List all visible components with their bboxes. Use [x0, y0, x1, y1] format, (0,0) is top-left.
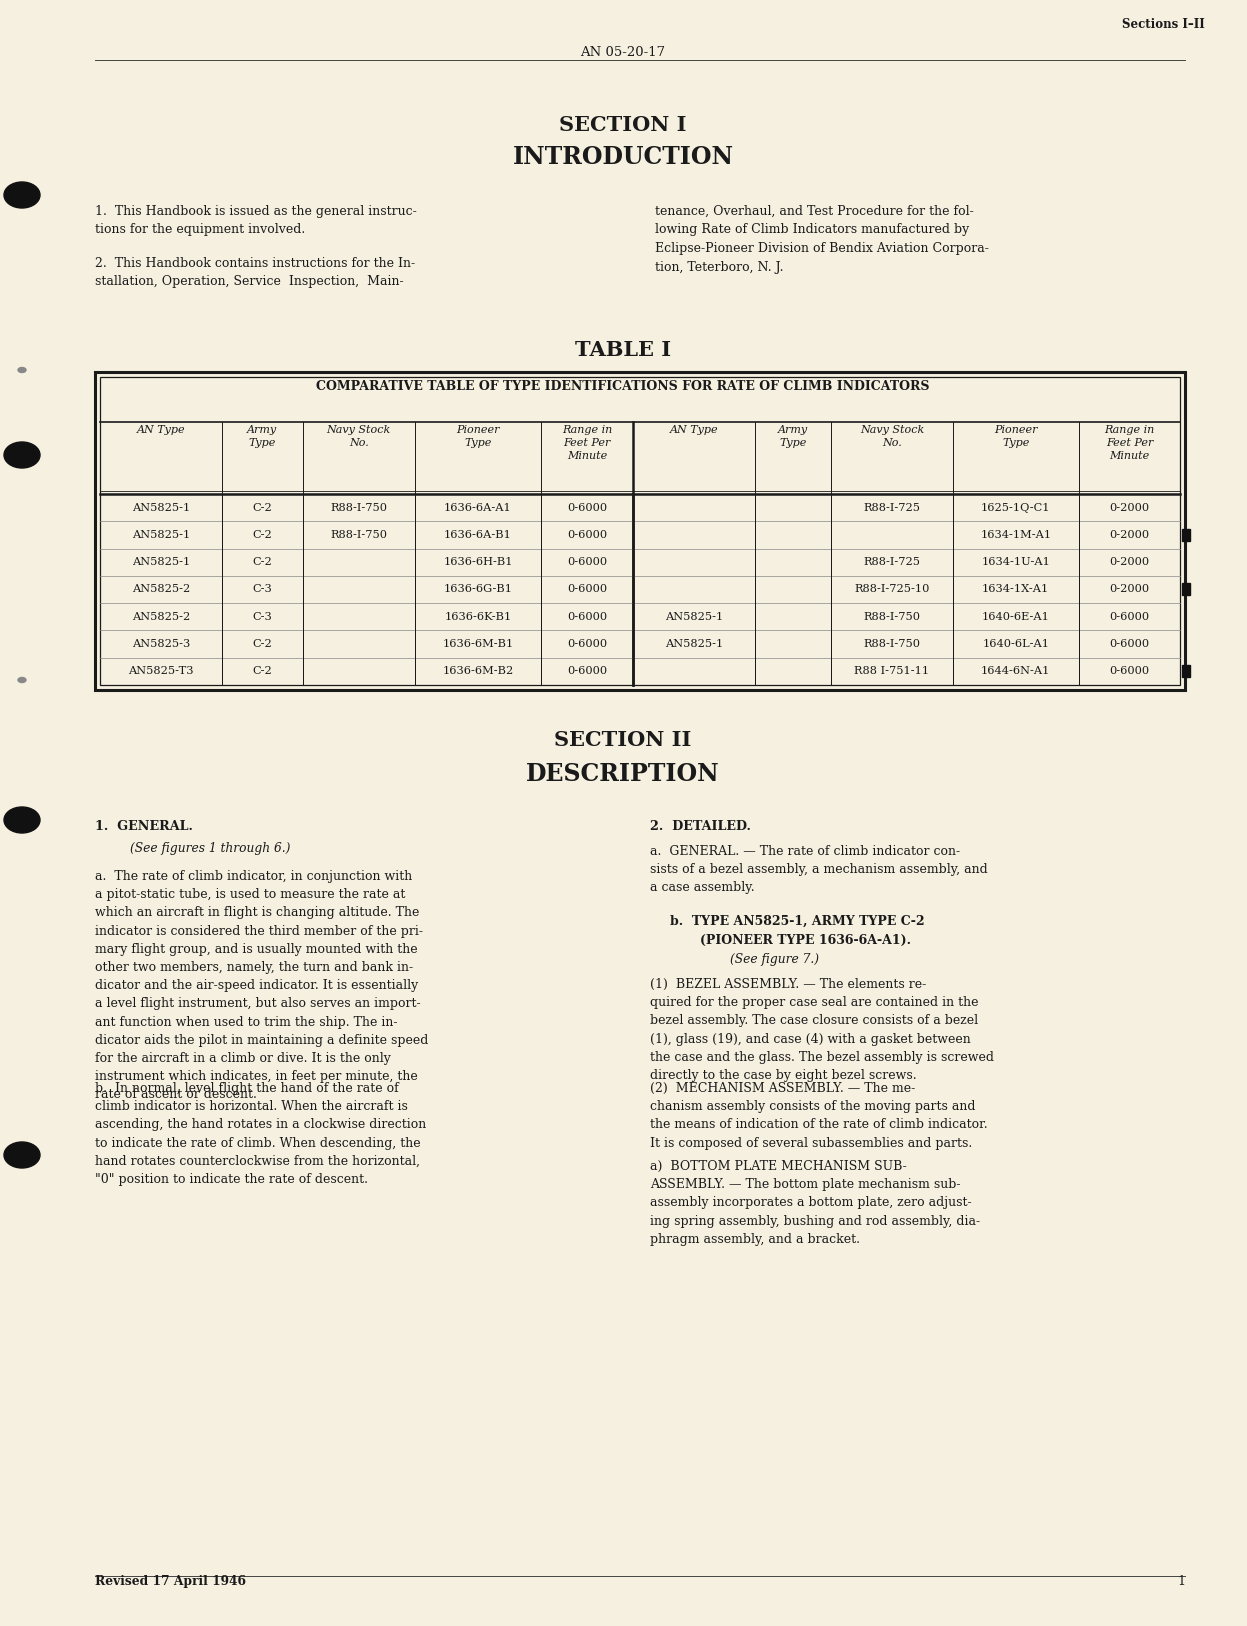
Text: 1636-6G-B1: 1636-6G-B1	[444, 584, 513, 595]
Text: Sections I–II: Sections I–II	[1122, 18, 1205, 31]
Text: 0-6000: 0-6000	[567, 611, 607, 621]
Text: b.  TYPE AN5825-1, ARMY TYPE C-2: b. TYPE AN5825-1, ARMY TYPE C-2	[670, 915, 924, 928]
Text: 0-2000: 0-2000	[1110, 558, 1150, 567]
Text: Navy Stock
No.: Navy Stock No.	[860, 424, 924, 447]
Text: R88-I-750: R88-I-750	[330, 530, 388, 540]
Text: Range in
Feet Per
Minute: Range in Feet Per Minute	[1105, 424, 1155, 460]
Text: 0-6000: 0-6000	[567, 584, 607, 595]
Text: SECTION II: SECTION II	[555, 730, 692, 750]
Text: R88-I-725: R88-I-725	[863, 502, 920, 512]
Text: AN5825-T3: AN5825-T3	[128, 667, 193, 676]
Text: 1636-6K-B1: 1636-6K-B1	[444, 611, 511, 621]
Text: Pioneer
Type: Pioneer Type	[456, 424, 500, 447]
Text: (2)  MECHANISM ASSEMBLY. — The me-
chanism assembly consists of the moving parts: (2) MECHANISM ASSEMBLY. — The me- chanis…	[650, 1081, 988, 1150]
Text: Range in
Feet Per
Minute: Range in Feet Per Minute	[562, 424, 612, 460]
Text: Revised 17 April 1946: Revised 17 April 1946	[95, 1576, 246, 1589]
Text: AN 05-20-17: AN 05-20-17	[580, 46, 666, 59]
Text: C-2: C-2	[252, 639, 272, 649]
Text: a)  BOTTOM PLATE MECHANISM SUB-
ASSEMBLY. — The bottom plate mechanism sub-
asse: a) BOTTOM PLATE MECHANISM SUB- ASSEMBLY.…	[650, 1159, 980, 1246]
Text: Army
Type: Army Type	[247, 424, 277, 447]
Text: 1636-6H-B1: 1636-6H-B1	[443, 558, 513, 567]
Text: a.  The rate of climb indicator, in conjunction with
a pitot-static tube, is use: a. The rate of climb indicator, in conju…	[95, 870, 429, 1101]
Text: R88-I-750: R88-I-750	[863, 611, 920, 621]
Text: 0-2000: 0-2000	[1110, 502, 1150, 512]
Text: C-2: C-2	[252, 558, 272, 567]
Text: AN Type: AN Type	[670, 424, 718, 436]
Text: tenance, Overhaul, and Test Procedure for the fol-
lowing Rate of Climb Indicato: tenance, Overhaul, and Test Procedure fo…	[655, 205, 989, 273]
Text: a.  GENERAL. — The rate of climb indicator con-
sists of a bezel assembly, a mec: a. GENERAL. — The rate of climb indicato…	[650, 846, 988, 894]
Bar	[100, 377, 1180, 685]
Bar	[1182, 584, 1190, 595]
Ellipse shape	[4, 1141, 40, 1167]
Text: AN5825-2: AN5825-2	[132, 584, 190, 595]
Text: 1644-6N-A1: 1644-6N-A1	[981, 667, 1050, 676]
Text: 1634-1X-A1: 1634-1X-A1	[983, 584, 1050, 595]
Text: AN5825-1: AN5825-1	[665, 639, 723, 649]
Text: AN5825-2: AN5825-2	[132, 611, 190, 621]
Text: C-2: C-2	[252, 667, 272, 676]
Text: 1.  This Handbook is issued as the general instruc-
tions for the equipment invo: 1. This Handbook is issued as the genera…	[95, 205, 416, 236]
Text: AN5825-1: AN5825-1	[132, 502, 190, 512]
Text: 1640-6E-A1: 1640-6E-A1	[981, 611, 1050, 621]
Text: 0-6000: 0-6000	[1110, 639, 1150, 649]
Text: C-2: C-2	[252, 502, 272, 512]
Text: SECTION I: SECTION I	[559, 115, 687, 135]
Text: 0-6000: 0-6000	[567, 667, 607, 676]
Text: 0-6000: 0-6000	[1110, 611, 1150, 621]
Text: AN Type: AN Type	[136, 424, 185, 436]
Text: Army
Type: Army Type	[778, 424, 808, 447]
Text: 1636-6A-B1: 1636-6A-B1	[444, 530, 513, 540]
Text: 0-6000: 0-6000	[1110, 667, 1150, 676]
Text: (See figure 7.): (See figure 7.)	[729, 953, 819, 966]
Ellipse shape	[4, 442, 40, 468]
Text: 0-6000: 0-6000	[567, 558, 607, 567]
Text: (See figures 1 through 6.): (See figures 1 through 6.)	[130, 842, 291, 855]
Text: 1636-6A-A1: 1636-6A-A1	[444, 502, 511, 512]
Text: R88 I-751-11: R88 I-751-11	[854, 667, 929, 676]
Ellipse shape	[17, 367, 26, 372]
Text: R88-I-750: R88-I-750	[863, 639, 920, 649]
Text: C-3: C-3	[252, 611, 272, 621]
Text: 1636-6M-B2: 1636-6M-B2	[443, 667, 514, 676]
Text: DESCRIPTION: DESCRIPTION	[526, 763, 720, 785]
Text: R88-I-725-10: R88-I-725-10	[854, 584, 930, 595]
Text: Navy Stock
No.: Navy Stock No.	[327, 424, 390, 447]
Text: R88-I-750: R88-I-750	[330, 502, 388, 512]
Text: 1625-1Q-C1: 1625-1Q-C1	[981, 502, 1050, 512]
Ellipse shape	[4, 182, 40, 208]
Text: 1.  GENERAL.: 1. GENERAL.	[95, 820, 193, 833]
Text: C-3: C-3	[252, 584, 272, 595]
Text: 1634-1M-A1: 1634-1M-A1	[980, 530, 1051, 540]
Text: AN5825-1: AN5825-1	[665, 611, 723, 621]
Bar	[1182, 528, 1190, 541]
Ellipse shape	[17, 678, 26, 683]
Text: (PIONEER TYPE 1636-6A-A1).: (PIONEER TYPE 1636-6A-A1).	[700, 933, 912, 946]
Text: 1636-6M-B1: 1636-6M-B1	[443, 639, 514, 649]
Text: INTRODUCTION: INTRODUCTION	[513, 145, 733, 169]
Text: 1: 1	[1177, 1576, 1185, 1589]
Text: R88-I-725: R88-I-725	[863, 558, 920, 567]
Text: AN5825-3: AN5825-3	[132, 639, 190, 649]
Text: C-2: C-2	[252, 530, 272, 540]
Text: b.  In normal, level flight the hand of the rate of
climb indicator is horizonta: b. In normal, level flight the hand of t…	[95, 1081, 426, 1185]
Text: 1634-1U-A1: 1634-1U-A1	[981, 558, 1050, 567]
Text: 0-2000: 0-2000	[1110, 584, 1150, 595]
Text: 1640-6L-A1: 1640-6L-A1	[983, 639, 1049, 649]
Ellipse shape	[4, 806, 40, 833]
Text: AN5825-1: AN5825-1	[132, 558, 190, 567]
Text: 0-6000: 0-6000	[567, 502, 607, 512]
Text: TABLE I: TABLE I	[575, 340, 671, 359]
Text: (1)  BEZEL ASSEMBLY. — The elements re-
quired for the proper case seal are cont: (1) BEZEL ASSEMBLY. — The elements re- q…	[650, 977, 994, 1081]
Bar	[95, 372, 1185, 689]
Text: 2.  This Handbook contains instructions for the In-
stallation, Operation, Servi: 2. This Handbook contains instructions f…	[95, 257, 415, 288]
Text: 2.  DETAILED.: 2. DETAILED.	[650, 820, 751, 833]
Text: Pioneer
Type: Pioneer Type	[994, 424, 1038, 447]
Bar	[1182, 665, 1190, 678]
Text: 0-6000: 0-6000	[567, 639, 607, 649]
Text: 0-6000: 0-6000	[567, 530, 607, 540]
Text: AN5825-1: AN5825-1	[132, 530, 190, 540]
Text: COMPARATIVE TABLE OF TYPE IDENTIFICATIONS FOR RATE OF CLIMB INDICATORS: COMPARATIVE TABLE OF TYPE IDENTIFICATION…	[317, 380, 930, 393]
Text: 0-2000: 0-2000	[1110, 530, 1150, 540]
